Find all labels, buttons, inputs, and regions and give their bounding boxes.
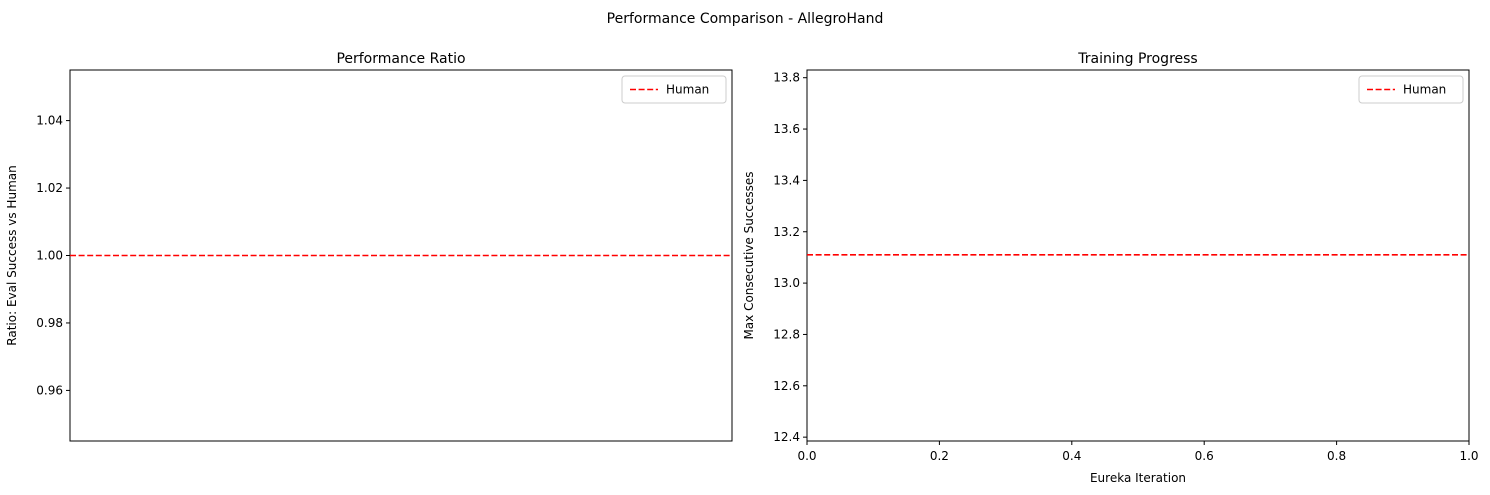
y-axis-label: Max Consecutive Successes [742,171,756,339]
y-tick-label: 12.4 [773,430,800,444]
y-tick-label: 0.98 [36,316,63,330]
legend: Human [621,75,727,104]
x-axis-label: Eureka Iteration [1090,471,1186,485]
y-tick-label: 13.2 [773,225,800,239]
x-tick-label: 1.0 [1459,449,1478,463]
y-tick-label: 1.00 [36,249,63,263]
y-tick-label: 13.6 [773,122,800,136]
y-tick-label: 13.0 [773,276,800,290]
legend: Human [1358,75,1464,104]
x-tick-label: 0.2 [930,449,949,463]
legend-frame [1358,75,1464,104]
chart-performance-ratio: Performance Ratio 0.96 0.98 1.00 1.02 1.04 Rat… [5,51,733,442]
y-tick-label: 13.8 [773,71,800,85]
x-tick-label: 0.0 [797,449,816,463]
x-tick-label: 0.4 [1062,449,1081,463]
x-tick-label: 0.8 [1327,449,1346,463]
legend-label-human: Human [1403,83,1446,97]
y-axis-label: Ratio: Eval Success vs Human [5,165,19,345]
y-tick-label: 1.04 [36,114,63,128]
chart-title: Training Progress [1077,51,1197,67]
y-tick-label: 13.4 [773,173,800,187]
chart-title: Performance Ratio [336,51,465,67]
y-tick-label: 12.8 [773,327,800,341]
x-tick-label: 0.6 [1195,449,1214,463]
y-tick-label: 1.02 [36,181,63,195]
figure-suptitle: Performance Comparison - AllegroHand [607,11,884,27]
y-tick-label: 12.6 [773,379,800,393]
y-tick-label: 0.96 [36,383,63,397]
legend-label-human: Human [666,83,709,97]
legend-frame [621,75,727,104]
chart-training-progress: Training Progress 12.4 12.6 12.8 13.0 13.2 13.… [742,51,1479,485]
